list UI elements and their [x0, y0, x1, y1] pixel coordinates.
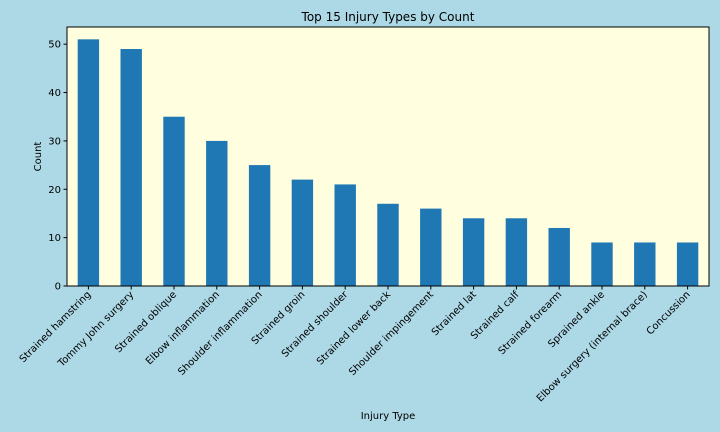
bar [634, 242, 656, 286]
bar [548, 227, 570, 286]
y-tick-label: 0 [55, 282, 61, 293]
x-axis-label: Injury Type [361, 411, 416, 422]
y-axis-label: Count [33, 142, 44, 172]
bar [291, 179, 314, 286]
bar [77, 39, 100, 287]
bar [248, 165, 271, 286]
bar [505, 218, 528, 286]
plot-frame [66, 26, 710, 287]
bars-group [77, 39, 699, 287]
bar [377, 203, 399, 286]
y-tick-label: 30 [48, 136, 61, 147]
y-tick-label: 40 [48, 88, 61, 99]
bar [676, 242, 699, 286]
y-tick-label: 20 [48, 185, 61, 196]
bar [120, 49, 142, 287]
bar [591, 242, 613, 286]
y-tick-label: 10 [48, 233, 61, 244]
bar [462, 218, 485, 286]
bar [334, 184, 356, 286]
y-tick-label: 50 [48, 40, 61, 51]
bar [163, 116, 185, 286]
bar [206, 140, 228, 286]
y-axis: 0 10 20 30 40 50 [48, 40, 67, 293]
chart-title: Top 15 Injury Types by Count [301, 10, 475, 24]
bar [420, 208, 442, 286]
